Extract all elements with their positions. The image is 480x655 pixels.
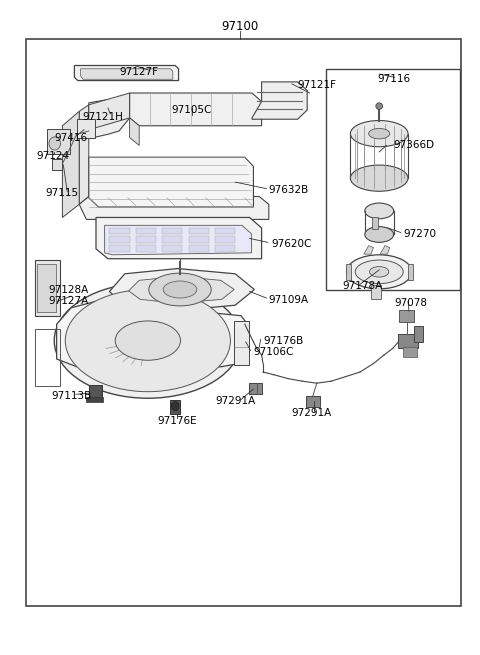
Text: 97128A: 97128A	[48, 285, 88, 295]
Text: 97116: 97116	[377, 73, 410, 84]
Polygon shape	[130, 93, 262, 126]
Bar	[136, 228, 156, 234]
Bar	[77, 119, 95, 138]
Text: 97632B: 97632B	[269, 185, 309, 195]
Bar	[162, 236, 182, 243]
Text: 97270: 97270	[403, 229, 436, 240]
Bar	[234, 321, 249, 365]
Bar	[136, 236, 156, 243]
Bar	[136, 245, 156, 252]
Ellipse shape	[54, 283, 241, 398]
Polygon shape	[129, 276, 234, 303]
Polygon shape	[380, 246, 390, 254]
Bar	[162, 228, 182, 234]
Text: 97291A: 97291A	[292, 407, 332, 418]
Bar	[414, 326, 423, 342]
Bar	[189, 228, 209, 234]
Text: 97176B: 97176B	[263, 335, 303, 346]
Polygon shape	[130, 118, 139, 145]
Ellipse shape	[347, 255, 412, 289]
Polygon shape	[364, 246, 373, 254]
Text: 97105C: 97105C	[172, 105, 212, 115]
Text: 97115: 97115	[46, 188, 79, 198]
Bar	[371, 285, 381, 299]
Ellipse shape	[163, 281, 197, 298]
Bar	[399, 310, 414, 322]
Ellipse shape	[365, 203, 394, 219]
Polygon shape	[57, 301, 249, 367]
Bar	[109, 228, 130, 234]
Text: 97124: 97124	[36, 151, 70, 161]
Ellipse shape	[115, 321, 180, 360]
Bar	[47, 129, 70, 154]
Polygon shape	[89, 100, 129, 138]
Ellipse shape	[149, 273, 211, 306]
Text: 97366D: 97366D	[394, 140, 435, 151]
Polygon shape	[96, 217, 262, 259]
Bar	[408, 264, 413, 280]
Bar	[162, 245, 182, 252]
Polygon shape	[79, 105, 89, 204]
Ellipse shape	[369, 128, 390, 139]
Text: 97078: 97078	[394, 297, 427, 308]
Ellipse shape	[355, 260, 403, 284]
Bar	[189, 236, 209, 243]
Bar	[215, 228, 235, 234]
Ellipse shape	[365, 227, 394, 242]
Bar	[372, 217, 378, 229]
Bar	[109, 245, 130, 252]
Ellipse shape	[370, 267, 389, 277]
Text: 97176E: 97176E	[158, 415, 197, 426]
Bar	[346, 264, 351, 280]
Polygon shape	[252, 82, 307, 119]
Bar	[249, 383, 262, 394]
Ellipse shape	[376, 103, 383, 109]
Text: 97178A: 97178A	[342, 281, 383, 291]
Ellipse shape	[350, 165, 408, 191]
Bar	[35, 260, 60, 316]
Polygon shape	[89, 157, 253, 207]
Bar	[37, 264, 56, 312]
Bar	[52, 159, 62, 170]
Bar	[215, 236, 235, 243]
Text: 97127F: 97127F	[120, 67, 159, 77]
Bar	[189, 245, 209, 252]
Bar	[109, 236, 130, 243]
Text: 97291A: 97291A	[215, 396, 255, 406]
Bar	[306, 396, 320, 407]
Polygon shape	[81, 69, 173, 79]
Text: 97121F: 97121F	[298, 80, 336, 90]
Polygon shape	[79, 196, 269, 219]
Ellipse shape	[350, 121, 408, 147]
Bar	[403, 347, 417, 357]
Bar	[326, 69, 460, 290]
Text: 97106C: 97106C	[253, 347, 294, 358]
Polygon shape	[89, 93, 130, 130]
Bar	[35, 329, 60, 386]
Text: 97127A: 97127A	[48, 296, 88, 307]
Bar	[215, 245, 235, 252]
Polygon shape	[62, 111, 79, 217]
Ellipse shape	[171, 402, 179, 411]
Ellipse shape	[65, 290, 230, 392]
Text: 97121H: 97121H	[83, 111, 124, 122]
Polygon shape	[74, 66, 179, 81]
Bar	[89, 385, 102, 398]
Ellipse shape	[49, 137, 60, 150]
Bar	[26, 39, 461, 606]
Text: 97620C: 97620C	[271, 238, 312, 249]
Polygon shape	[105, 225, 252, 255]
Text: 97416: 97416	[54, 132, 88, 143]
Bar	[398, 334, 418, 348]
Text: 97109A: 97109A	[269, 295, 309, 305]
Bar	[86, 397, 103, 402]
Text: 97100: 97100	[221, 20, 259, 33]
Text: 97113B: 97113B	[51, 391, 91, 402]
Polygon shape	[109, 269, 254, 310]
Bar	[170, 400, 180, 414]
